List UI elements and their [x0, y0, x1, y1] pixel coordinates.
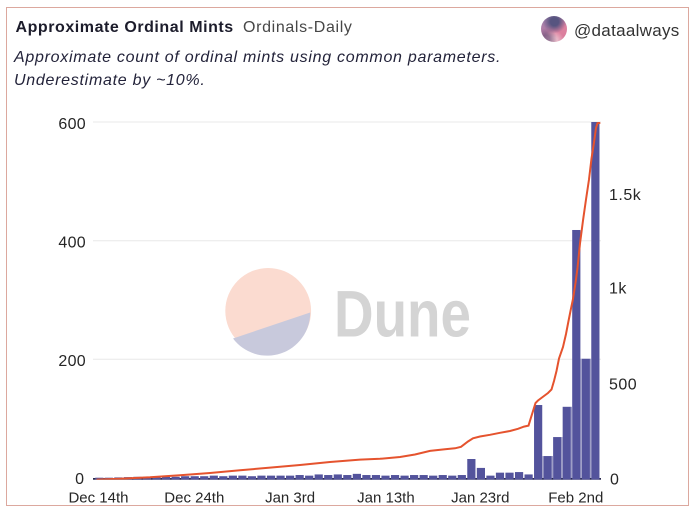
svg-text:Jan 3rd: Jan 3rd: [265, 490, 315, 507]
svg-text:200: 200: [58, 353, 86, 370]
svg-text:Dec 14th: Dec 14th: [68, 490, 128, 507]
svg-text:0: 0: [610, 471, 619, 488]
svg-text:500: 500: [609, 376, 637, 393]
svg-text:Feb 2nd: Feb 2nd: [548, 490, 603, 507]
svg-text:Dune: Dune: [334, 277, 471, 351]
svg-text:600: 600: [58, 116, 86, 133]
svg-text:1k: 1k: [609, 280, 627, 297]
svg-text:400: 400: [58, 234, 86, 251]
svg-text:Jan 13th: Jan 13th: [357, 490, 415, 507]
svg-text:Dec 24th: Dec 24th: [164, 490, 224, 507]
svg-text:Jan 23rd: Jan 23rd: [451, 490, 509, 507]
svg-text:1.5k: 1.5k: [609, 187, 642, 204]
svg-text:0: 0: [75, 471, 84, 488]
